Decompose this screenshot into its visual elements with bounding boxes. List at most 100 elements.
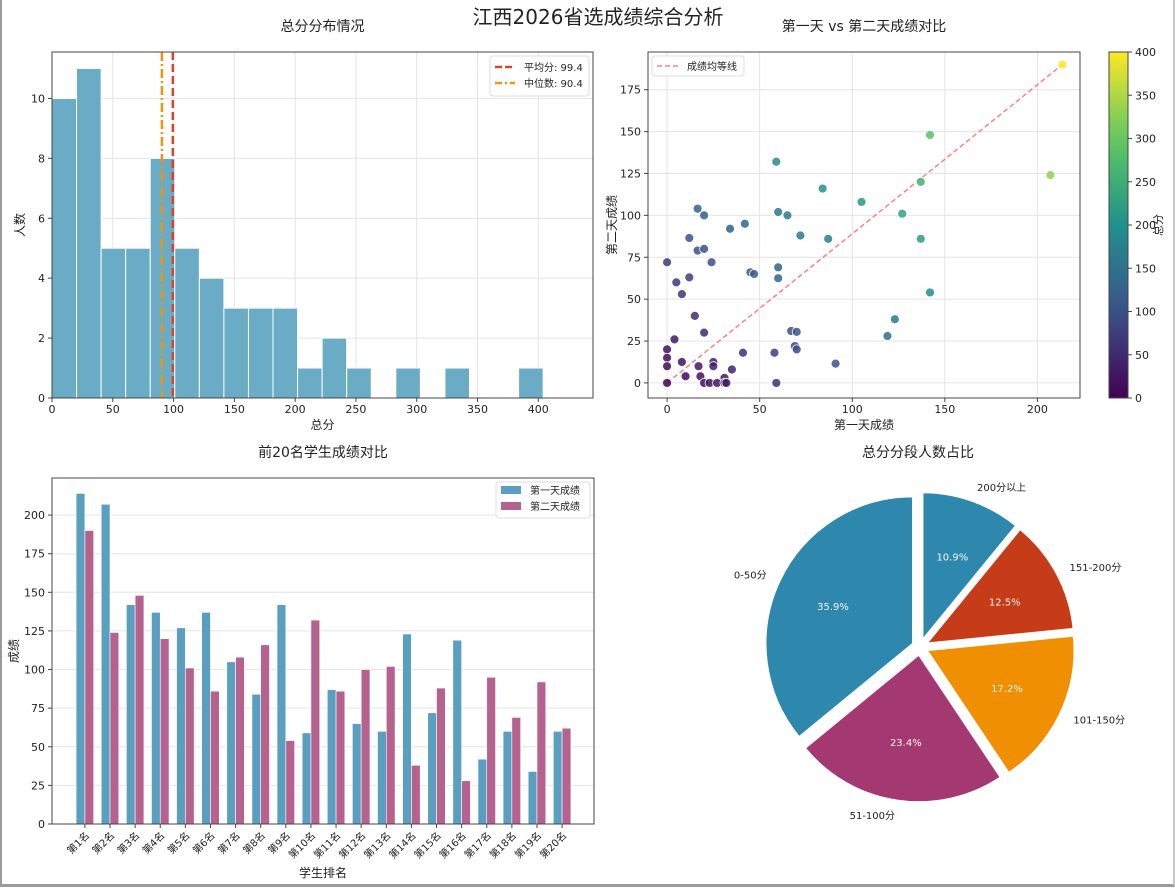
day2-bar: [335, 690, 346, 825]
scatter-point: [889, 314, 900, 325]
x-axis-label: 总分: [310, 418, 334, 432]
grid: [648, 52, 1080, 398]
x-tick-label: 第8名: [240, 829, 268, 857]
day1-bar: [377, 731, 387, 825]
scatter-point: [882, 331, 893, 341]
x-tick-label: 150: [934, 403, 955, 416]
equal-score-line: [666, 63, 1063, 384]
scatter-point: [676, 357, 687, 367]
scatter-point: [662, 257, 672, 268]
pie-slice: [925, 528, 1075, 645]
y-tick-label: 175: [24, 548, 45, 561]
scatter-point: [662, 378, 672, 388]
legend-box: [651, 55, 745, 77]
scatter-point: [706, 257, 717, 268]
x-tick-label: 第19名: [512, 829, 544, 861]
x-tick-label: 第11名: [311, 829, 343, 861]
y-tick-label: 200: [24, 509, 45, 522]
day1-bar: [75, 493, 86, 825]
day2-bar: [486, 676, 496, 825]
day1-bar: [402, 633, 412, 825]
x-tick-label: 第15名: [411, 829, 443, 861]
pie-percent-label: 12.5%: [989, 598, 1021, 609]
day2-bar: [436, 687, 446, 825]
scatter-point: [773, 207, 784, 217]
x-tick-label: 第14名: [386, 829, 418, 861]
scatter-point: [749, 269, 760, 279]
scatter-point: [671, 277, 682, 288]
scatter-point: [739, 218, 750, 229]
histogram-bar: [395, 367, 421, 399]
y-tick-label: 50: [627, 293, 641, 306]
day2-bar: [109, 632, 120, 825]
scatter-point: [692, 203, 703, 214]
histogram-bar: [247, 307, 274, 399]
scatter-point: [676, 289, 687, 300]
colorbar-tick-label: 50: [1135, 349, 1149, 362]
scatter-point: [1057, 59, 1068, 70]
y-tick-label: 100: [620, 209, 641, 222]
pie-slice-label: 101-150分: [1073, 715, 1125, 727]
histogram-bar: [76, 67, 102, 399]
day1-bar: [427, 712, 437, 825]
pie-percent-label: 23.4%: [890, 738, 922, 749]
scatter-point: [669, 334, 680, 345]
x-tick-label: 第16名: [436, 829, 468, 861]
legend-label: 平均分: 99.4: [524, 62, 583, 74]
y-axis-label: 成绩: [7, 639, 21, 663]
day2-bar: [159, 638, 170, 825]
x-tick-label: 200: [285, 403, 306, 416]
x-tick-label: 50: [106, 403, 120, 416]
histogram-bar: [198, 277, 225, 399]
colorbar-tick-label: 250: [1135, 176, 1156, 189]
axes-frame: [647, 51, 1081, 399]
scatter-point: [915, 233, 926, 244]
day1-bar: [502, 731, 513, 825]
day2-bar: [84, 530, 94, 825]
scatter-point: [699, 243, 710, 254]
y-tick-label: 25: [627, 335, 641, 348]
scatter-point: [693, 361, 704, 372]
legend-label: 第一天成绩: [530, 484, 580, 497]
day2-bar: [260, 644, 270, 825]
y-tick-label: 150: [620, 126, 641, 139]
colorbar-label: 总分: [1151, 214, 1165, 236]
scatter-point: [699, 210, 710, 221]
x-tick-label: 200: [1027, 403, 1048, 416]
histogram-bar: [100, 247, 127, 399]
day1-bar: [452, 639, 462, 825]
legend-box: [489, 55, 590, 97]
day2-bar: [235, 656, 245, 825]
x-tick-label: 第1名: [64, 829, 92, 857]
x-tick-label: 第13名: [361, 829, 393, 861]
x-tick-label: 第10名: [286, 829, 318, 861]
legend-label: 中位数: 90.4: [524, 77, 583, 90]
chart-title: 总分分布情况: [281, 19, 365, 35]
y-axis-label: 人数: [12, 213, 27, 237]
x-tick-label: 第3名: [114, 829, 142, 857]
scatter-point: [830, 358, 841, 369]
day2-bar: [536, 681, 547, 825]
axes-frame: [51, 477, 595, 825]
x-tick-label: 0: [49, 403, 56, 416]
colorbar-tick-label: 150: [1135, 262, 1156, 275]
scatter-point: [773, 273, 784, 284]
day1-bar: [477, 758, 488, 825]
figure-title: 江西2026省选成绩综合分析: [473, 5, 724, 29]
scatter-point: [782, 210, 793, 221]
y-tick-label: 100: [24, 664, 45, 677]
pie-slice-label: 0-50分: [734, 569, 767, 581]
x-tick-label: 150: [224, 403, 245, 416]
pie-slice: [765, 495, 914, 738]
day1-bar: [226, 661, 236, 825]
y-tick-label: 0: [38, 392, 45, 405]
x-tick-label: 第12名: [336, 829, 368, 861]
pie-chart: 总分分段人数占比 0-50分 35.9% 51-100分 23.4% 101-150分 17…: [734, 445, 1125, 822]
x-tick-label: 100: [163, 403, 184, 416]
pie-slice-label: 51-100分: [850, 810, 895, 822]
day1-bar: [126, 604, 136, 825]
y-tick-label: 175: [620, 84, 641, 97]
x-tick-label: 0: [664, 403, 671, 416]
legend-label: 成绩均等线: [687, 60, 737, 73]
y-tick-label: 8: [38, 152, 45, 165]
